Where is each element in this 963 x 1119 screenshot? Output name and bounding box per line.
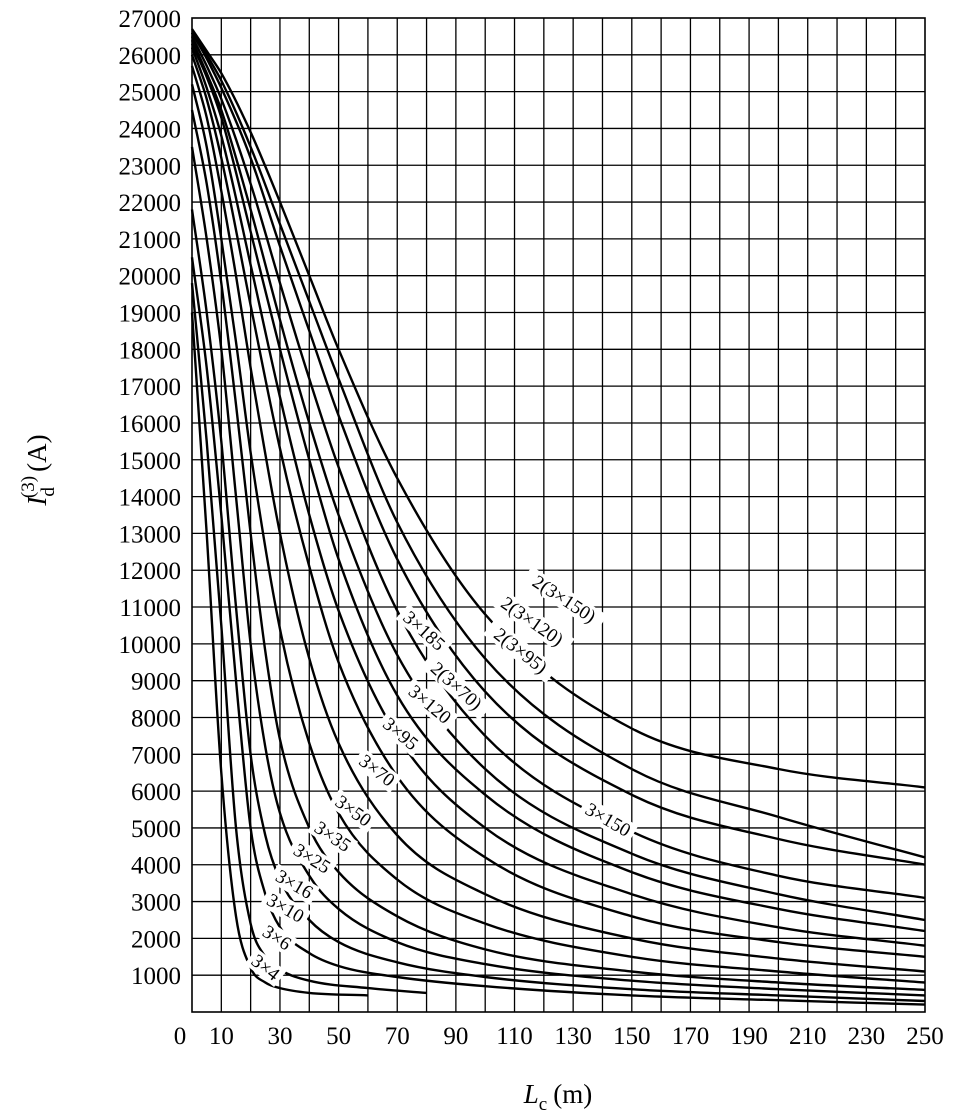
curve-labels: 3×43×63×103×163×253×353×503×703×953×1202… xyxy=(244,566,639,987)
y-tick-label: 21000 xyxy=(119,227,182,254)
x-tick-label: 150 xyxy=(613,1023,651,1050)
y-axis-unit: (A) xyxy=(22,434,52,471)
y-axis-symbol: I xyxy=(22,495,52,507)
curve-3x70 xyxy=(190,65,926,973)
plot-frame xyxy=(191,17,926,1013)
curve-label-backing xyxy=(489,587,575,656)
curve-label-backing xyxy=(244,948,287,987)
y-axis-superscript: (3) xyxy=(18,476,39,498)
y-tick-label: 16000 xyxy=(119,411,182,438)
curve-label-backing xyxy=(400,677,459,731)
curve-label-backing xyxy=(520,566,608,633)
curve-label-backing xyxy=(420,652,493,721)
y-tick-label: 24000 xyxy=(119,116,182,143)
curve-2-3x120 xyxy=(190,32,926,859)
y-axis-tick-labels: 1000 2000 3000 4000 5000 6000 7000 8000 9000 1000… xyxy=(119,6,182,990)
curve-2-3x150 xyxy=(190,28,926,789)
y-tick-label: 23000 xyxy=(119,153,182,180)
curve-label-backing xyxy=(259,887,312,929)
y-tick-label: 5000 xyxy=(131,816,181,843)
y-tick-label: 11000 xyxy=(119,595,181,622)
x-tick-label: 90 xyxy=(443,1023,468,1050)
y-tick-label: 10000 xyxy=(119,632,182,659)
x-tick-label: 110 xyxy=(496,1023,533,1050)
y-tick-label: 27000 xyxy=(119,6,182,33)
x-tick-label: 0 xyxy=(174,1023,187,1050)
y-tick-label: 4000 xyxy=(131,853,181,880)
x-tick-label: 170 xyxy=(672,1023,710,1050)
x-axis-subscript: c xyxy=(539,1094,547,1115)
curve-label-backing xyxy=(375,710,426,757)
x-tick-label: 230 xyxy=(848,1023,886,1050)
y-tick-label: 2000 xyxy=(131,926,181,953)
y-tick-label: 8000 xyxy=(131,705,181,732)
x-tick-label: 70 xyxy=(385,1023,410,1050)
x-tick-label: 50 xyxy=(326,1023,351,1050)
y-tick-label: 9000 xyxy=(131,669,181,696)
curve-2-3x70 xyxy=(190,35,926,900)
series-curves xyxy=(190,28,926,1006)
curve-label-backing xyxy=(483,618,559,684)
curve-label-backing xyxy=(577,796,639,844)
y-tick-label: 1000 xyxy=(131,963,181,990)
y-tick-label: 20000 xyxy=(119,264,182,291)
y-tick-label: 17000 xyxy=(119,374,182,401)
curve-3x35 xyxy=(190,109,926,992)
curve-label-backing xyxy=(351,747,402,794)
y-tick-label: 12000 xyxy=(119,558,182,585)
y-tick-label: 14000 xyxy=(119,485,182,512)
y-tick-label: 13000 xyxy=(119,521,182,548)
grid xyxy=(192,18,925,1012)
y-tick-label: 7000 xyxy=(131,742,181,769)
curve-label-backing xyxy=(286,837,338,880)
curve-3x50 xyxy=(190,84,926,984)
y-tick-label: 19000 xyxy=(119,301,182,328)
x-tick-label: 30 xyxy=(267,1023,292,1050)
x-axis-title: Lc (m) xyxy=(523,1079,592,1115)
x-tick-label: 250 xyxy=(906,1023,944,1050)
curve-label-3x150: 3×150 xyxy=(577,796,639,844)
y-tick-label: 3000 xyxy=(131,890,181,917)
y-tick-label: 6000 xyxy=(131,779,181,806)
y-tick-label: 25000 xyxy=(119,80,182,107)
y-axis-title: Id(3) (A) xyxy=(18,434,59,506)
x-axis-symbol: L xyxy=(523,1079,539,1109)
curve-3x120 xyxy=(190,47,926,947)
curve-label-backing xyxy=(268,863,320,906)
x-axis-unit: (m) xyxy=(553,1079,592,1109)
y-tick-label: 15000 xyxy=(119,448,182,475)
curve-label-backing xyxy=(395,603,453,658)
curve-3x16 xyxy=(190,209,926,1003)
curve-3x185 xyxy=(190,39,926,922)
x-tick-label: 190 xyxy=(730,1023,768,1050)
curve-label-backing xyxy=(307,814,359,859)
x-tick-label: 10 xyxy=(209,1023,234,1050)
x-tick-label: 130 xyxy=(554,1023,592,1050)
y-tick-label: 26000 xyxy=(119,43,182,70)
curve-2-3x95 xyxy=(190,32,926,866)
y-tick-label: 18000 xyxy=(119,337,182,364)
curve-label-backing xyxy=(255,919,298,957)
x-tick-label: 210 xyxy=(789,1023,827,1050)
x-axis-tick-labels: 0 10 30 50 70 90 110 130 150 170 190 210 230 250 xyxy=(174,1023,944,1050)
curve-3x4 xyxy=(190,312,368,997)
curve-3x6 xyxy=(190,282,427,995)
curve-label-backing xyxy=(327,788,379,834)
curve-3x95 xyxy=(190,54,926,958)
y-axis-subscript: d xyxy=(38,487,59,497)
y-tick-label: 22000 xyxy=(119,190,182,217)
curve-3x150 xyxy=(190,43,926,933)
curve-label-3x185: 3×185 xyxy=(395,603,453,658)
